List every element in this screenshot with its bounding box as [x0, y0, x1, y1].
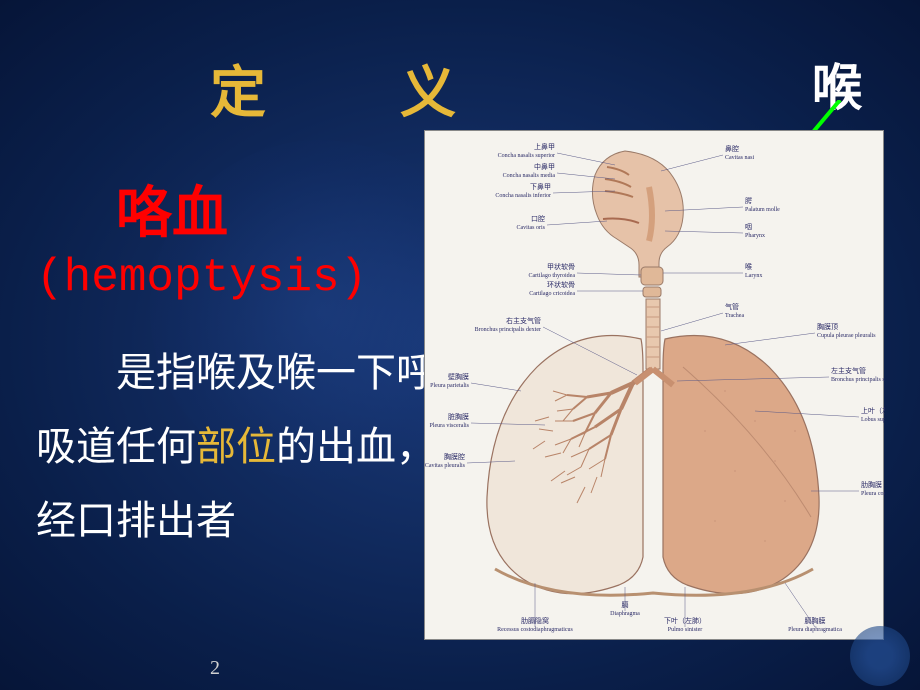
svg-text:鼻腔: 鼻腔 [725, 144, 739, 153]
svg-text:Pleura diaphragmatica: Pleura diaphragmatica [788, 627, 842, 633]
svg-text:Pleura costalis: Pleura costalis [861, 491, 885, 497]
svg-text:Cavitas nasi: Cavitas nasi [725, 155, 754, 161]
svg-text:Recessus costodiaphragmaticus: Recessus costodiaphragmaticus [497, 627, 573, 633]
trachea [646, 299, 660, 369]
svg-text:喉: 喉 [745, 262, 752, 271]
svg-text:肋膈隐窝: 肋膈隐窝 [521, 616, 549, 625]
svg-text:环状软骨: 环状软骨 [547, 280, 575, 289]
svg-text:Lobus superior (Pulmo sinister: Lobus superior (Pulmo sinister) [861, 416, 885, 423]
svg-text:Pharynx: Pharynx [745, 233, 765, 239]
svg-text:左主支气管: 左主支气管 [831, 366, 866, 375]
svg-text:Cartilago thyroidea: Cartilago thyroidea [529, 273, 576, 279]
svg-text:胸膜顶: 胸膜顶 [817, 322, 838, 331]
svg-text:Cupula pleurae pleuralis: Cupula pleurae pleuralis [817, 333, 876, 339]
slide-title: 定 义 [210, 48, 516, 129]
anatomy-diagram: 上鼻甲 Concha nasalis superior 中鼻甲 Concha nasa… [424, 130, 884, 640]
head-section [592, 151, 683, 277]
svg-text:Larynx: Larynx [745, 273, 762, 279]
svg-text:右主支气管: 右主支气管 [506, 316, 541, 325]
term-en-text: (hemoptysis) [36, 252, 367, 304]
svg-text:Pleura parietalis: Pleura parietalis [430, 383, 469, 389]
anatomy-svg: 上鼻甲 Concha nasalis superior 中鼻甲 Concha nasa… [425, 131, 885, 641]
pointer-label: 喉 [812, 48, 862, 120]
svg-text:Cavitas oris: Cavitas oris [517, 225, 546, 231]
svg-text:壁胸膜: 壁胸膜 [448, 372, 469, 381]
svg-text:脏胸膜: 脏胸膜 [448, 412, 469, 421]
svg-text:Pulmo sinister: Pulmo sinister [668, 627, 703, 633]
corner-seal-icon [850, 626, 910, 686]
svg-text:上叶（左肺）: 上叶（左肺） [861, 406, 885, 415]
svg-text:胸膜腔: 胸膜腔 [444, 452, 465, 461]
term-english: (hemoptysis) [36, 252, 367, 304]
term-cn-text: 咯血 [116, 183, 228, 245]
svg-text:Cartilago cricoidea: Cartilago cricoidea [529, 291, 575, 297]
svg-text:Concha nasalis inferior: Concha nasalis inferior [495, 192, 551, 199]
svg-text:Trachea: Trachea [725, 313, 744, 319]
definition-body: 是指喉及喉一下呼吸道任何部位的出血，经口排出者 [36, 336, 436, 558]
svg-text:甲状软骨: 甲状软骨 [547, 262, 575, 271]
right-lung [487, 336, 651, 594]
svg-text:膈: 膈 [622, 601, 629, 609]
svg-text:肋胸膜: 肋胸膜 [861, 480, 882, 489]
page-number: 2 [210, 657, 220, 680]
svg-text:下鼻甲: 下鼻甲 [530, 182, 551, 191]
svg-text:Bronchus principalis dexter: Bronchus principalis dexter [475, 327, 541, 333]
svg-text:Palatum molle: Palatum molle [745, 207, 780, 213]
body-highlight: 部位 [196, 425, 276, 469]
svg-text:上鼻甲: 上鼻甲 [534, 142, 555, 151]
svg-text:中鼻甲: 中鼻甲 [534, 162, 555, 171]
svg-text:Concha nasalis superior: Concha nasalis superior [498, 153, 555, 159]
svg-text:咽: 咽 [745, 223, 752, 231]
left-lung [663, 336, 819, 594]
svg-text:下叶（左肺）: 下叶（左肺） [664, 616, 706, 625]
svg-text:Cavitas pleuralis: Cavitas pleuralis [425, 463, 466, 469]
title-text: 定 义 [210, 63, 516, 125]
svg-text:口腔: 口腔 [531, 214, 545, 223]
larynx [641, 267, 663, 297]
term-chinese: 咯血 [116, 168, 228, 249]
svg-text:Concha nasalis media: Concha nasalis media [503, 173, 556, 179]
svg-text:腭: 腭 [745, 197, 752, 205]
svg-text:Bronchus principalis sinister: Bronchus principalis sinister [831, 377, 885, 383]
svg-text:Pleura visceralis: Pleura visceralis [430, 423, 470, 429]
svg-text:Diaphragma: Diaphragma [610, 611, 640, 617]
svg-text:气管: 气管 [725, 302, 739, 311]
svg-text:膈胸膜: 膈胸膜 [805, 616, 826, 625]
